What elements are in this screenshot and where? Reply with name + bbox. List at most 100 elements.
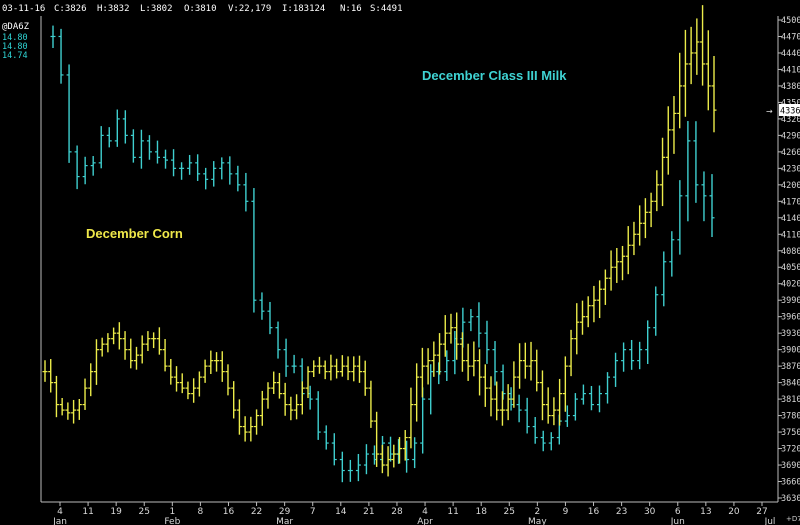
y-tick-label: 3750 — [781, 428, 800, 438]
month-label: May — [528, 517, 547, 525]
ohlc-bar — [694, 18, 700, 75]
ohlc-bar — [412, 437, 418, 469]
symbol-label: @DA6Z — [2, 22, 30, 32]
ohlc-bar — [402, 430, 408, 461]
ohlc-bar — [356, 355, 362, 383]
ohlc-bar — [437, 333, 443, 375]
ohlc-bar — [219, 157, 225, 180]
header-volume: V:22,179 — [228, 4, 271, 14]
header-open: O:3810 — [184, 4, 217, 14]
x-tick-label: 14 — [335, 507, 347, 517]
x-tick-label: 11 — [82, 507, 93, 517]
ohlc-bar — [225, 364, 231, 396]
y-tick-label: 4050 — [781, 263, 800, 273]
y-tick-label: 3990 — [781, 296, 800, 306]
ohlc-bar — [488, 376, 494, 417]
ohlc-bar — [105, 333, 111, 353]
x-tick-label: 16 — [223, 507, 235, 517]
ohlc-bar — [347, 459, 353, 482]
ohlc-bar — [187, 154, 193, 175]
ohlc-bar — [351, 356, 357, 382]
ohlc-bar — [99, 337, 105, 357]
ohlc-bar — [484, 320, 490, 364]
ohlc-bar — [122, 110, 128, 144]
ohlc-bar — [677, 180, 683, 255]
y-tick-label: 4380 — [781, 82, 800, 92]
x-tick-label: 27 — [756, 507, 767, 517]
symbol-value-2: 14.80 — [2, 42, 28, 52]
ohlc-bar — [235, 165, 241, 192]
month-label: Mar — [276, 517, 293, 525]
ohlc-bar — [291, 354, 297, 374]
ohlc-bar — [459, 332, 465, 372]
ohlc-bar — [305, 366, 311, 399]
ohlc-bar — [660, 137, 666, 207]
ohlc-bar — [665, 106, 671, 175]
ohlc-bar — [572, 393, 578, 421]
ohlc-bar — [154, 140, 160, 164]
corn-annotation: December Corn — [86, 226, 183, 241]
ohlc-bar — [138, 129, 144, 169]
ohlc-bar — [156, 327, 162, 355]
x-tick-label: 7 — [310, 507, 316, 517]
ohlc-bar — [645, 320, 651, 364]
ohlc-bar — [139, 335, 145, 364]
ohlc-bar — [629, 339, 635, 370]
x-tick-label: 28 — [391, 507, 403, 517]
ohlc-bar — [597, 280, 603, 319]
month-label: Jan — [52, 517, 67, 525]
ohlc-bar — [93, 339, 99, 385]
y-tick-label: 3720 — [781, 445, 800, 455]
x-tick-label: 13 — [700, 507, 711, 517]
ohlc-bar — [53, 375, 59, 418]
ohlc-bar — [339, 355, 345, 377]
y-tick-label: 4140 — [781, 214, 800, 224]
ohlc-bar — [174, 366, 180, 392]
y-tick-label: 4470 — [781, 32, 800, 42]
ohlc-bar — [82, 378, 88, 410]
y-tick-label: 4080 — [781, 247, 800, 257]
x-tick-label: 2 — [534, 507, 540, 517]
y-tick-label: 4260 — [781, 148, 800, 158]
ohlc-bar — [191, 378, 197, 403]
ohlc-bar — [66, 64, 72, 163]
ohlc-bar — [709, 174, 715, 238]
ohlc-bar — [316, 356, 322, 374]
y-tick-label: 3630 — [781, 494, 800, 504]
x-tick-label: 30 — [644, 507, 656, 517]
ohlc-bar — [368, 380, 374, 428]
ohlc-bar — [677, 52, 683, 129]
ohlc-bar — [271, 371, 277, 394]
month-label: Jul — [764, 517, 776, 525]
ohlc-bar — [539, 370, 545, 421]
ohlc-bar — [82, 156, 88, 185]
y-tick-label: 3810 — [781, 395, 800, 405]
ohlc-bar — [388, 436, 394, 462]
ohlc-bar — [425, 348, 431, 385]
ohlc-bar — [219, 351, 225, 382]
ohlc-bar — [179, 162, 185, 180]
ohlc-bar — [58, 28, 64, 84]
ohlc-bar — [534, 349, 540, 392]
ohlc-bar — [482, 364, 488, 407]
x-tick-label: 18 — [475, 507, 487, 517]
ohlc-bar — [116, 322, 122, 350]
ohlc-bar — [574, 303, 580, 355]
ohlc-bar — [322, 360, 328, 380]
ohlc-bar — [171, 149, 177, 177]
ohlc-bar — [254, 409, 260, 435]
ohlc-bar — [637, 205, 643, 246]
ohlc-bar — [203, 167, 209, 190]
price-axis: 3630 3660 3690 3720 3750 3780 3810 3840 3870 3900… — [778, 16, 800, 504]
ohlc-bar — [605, 372, 611, 404]
ohlc-bar — [562, 356, 568, 412]
ohlc-bar — [642, 198, 648, 239]
ohlc-bar — [613, 352, 619, 387]
ohlc-bar — [196, 371, 202, 397]
symbol-value-1: 14.80 — [2, 33, 28, 43]
ohlc-bar — [133, 346, 139, 370]
x-tick-label: 23 — [616, 507, 627, 517]
ohlc-bar — [711, 56, 717, 133]
x-tick-label: 6 — [675, 507, 681, 517]
